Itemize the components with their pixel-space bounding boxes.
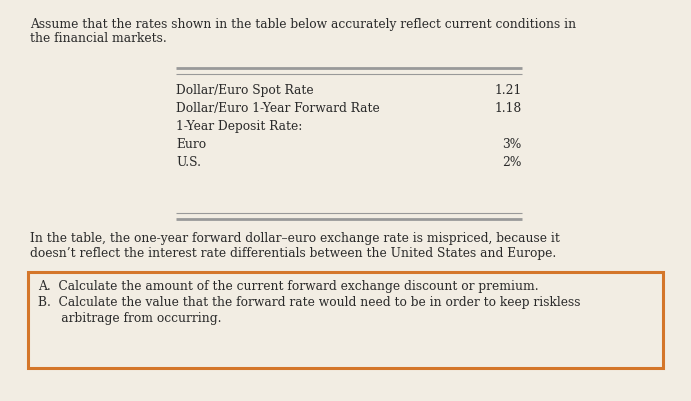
Text: arbitrage from occurring.: arbitrage from occurring. [38, 312, 222, 325]
Text: Assume that the rates shown in the table below accurately reflect current condit: Assume that the rates shown in the table… [30, 18, 576, 31]
Text: U.S.: U.S. [176, 156, 201, 169]
FancyBboxPatch shape [28, 272, 663, 368]
Text: the financial markets.: the financial markets. [30, 32, 167, 45]
Text: Euro: Euro [176, 138, 207, 151]
Text: In the table, the one-year forward dollar–euro exchange rate is mispriced, becau: In the table, the one-year forward dolla… [30, 232, 560, 245]
Text: 1-Year Deposit Rate:: 1-Year Deposit Rate: [176, 120, 303, 133]
Text: B.  Calculate the value that the forward rate would need to be in order to keep : B. Calculate the value that the forward … [38, 296, 580, 309]
Text: Dollar/Euro Spot Rate: Dollar/Euro Spot Rate [176, 84, 314, 97]
Text: doesn’t reflect the interest rate differentials between the United States and Eu: doesn’t reflect the interest rate differ… [30, 247, 556, 260]
Text: A.  Calculate the amount of the current forward exchange discount or premium.: A. Calculate the amount of the current f… [38, 280, 538, 293]
Text: Dollar/Euro 1-Year Forward Rate: Dollar/Euro 1-Year Forward Rate [176, 102, 380, 115]
Text: 3%: 3% [502, 138, 522, 151]
Text: 1.21: 1.21 [495, 84, 522, 97]
Text: 1.18: 1.18 [495, 102, 522, 115]
Text: 2%: 2% [502, 156, 522, 169]
